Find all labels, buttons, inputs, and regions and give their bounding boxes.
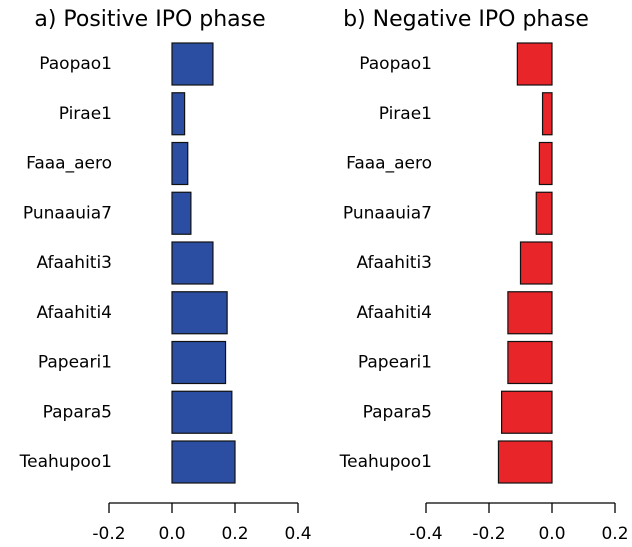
bar — [516, 42, 553, 86]
y-tick-label: Afaahiti4 — [356, 303, 432, 323]
y-tick-label: Afaahiti4 — [36, 303, 112, 323]
x-tick-label: 0.0 — [538, 524, 565, 544]
bar — [171, 440, 236, 484]
bar — [519, 241, 553, 285]
y-tick-label: Teahupoo1 — [19, 452, 112, 472]
y-tick-label: Papara5 — [363, 402, 432, 422]
y-tick-label: Afaahiti3 — [36, 253, 112, 273]
bar — [171, 191, 192, 235]
x-tick-label: 0.0 — [158, 524, 185, 544]
bar — [538, 141, 553, 186]
y-tick-label: Papara5 — [43, 402, 112, 422]
y-tick-label: Papeari1 — [38, 353, 112, 373]
bar — [171, 141, 189, 186]
x-tick-label: 0.4 — [284, 524, 311, 544]
x-tick-label: -0.2 — [472, 524, 505, 544]
y-tick-label: Paopao1 — [359, 54, 432, 74]
bar — [507, 291, 553, 335]
bar — [171, 92, 186, 136]
y-tick-label: Punaauia7 — [23, 203, 112, 223]
bar — [535, 191, 553, 235]
x-tick-label: -0.2 — [92, 524, 125, 544]
y-tick-label: Pirae1 — [379, 104, 432, 124]
y-tick-label: Faaa_aero — [26, 154, 112, 174]
y-tick-label: Punaauia7 — [343, 203, 432, 223]
bar — [171, 42, 214, 86]
bar — [497, 440, 553, 484]
bar — [507, 340, 553, 385]
y-tick-label: Papeari1 — [358, 353, 432, 373]
bar — [171, 340, 227, 385]
x-tick-label: 0.2 — [601, 524, 628, 544]
chart-title: a) Positive IPO phase — [34, 7, 265, 32]
x-tick-label: 0.2 — [221, 524, 248, 544]
y-tick-label: Teahupoo1 — [339, 452, 432, 472]
y-tick-label: Pirae1 — [59, 104, 112, 124]
y-tick-label: Afaahiti3 — [356, 253, 432, 273]
bar — [171, 390, 233, 434]
chart-title: b) Negative IPO phase — [343, 7, 589, 32]
bar — [501, 390, 553, 434]
bar — [541, 92, 553, 136]
x-tick-label: -0.4 — [409, 524, 442, 544]
y-tick-label: Faaa_aero — [346, 154, 432, 174]
bar — [171, 291, 228, 335]
bar — [171, 241, 214, 285]
y-tick-label: Paopao1 — [39, 54, 112, 74]
